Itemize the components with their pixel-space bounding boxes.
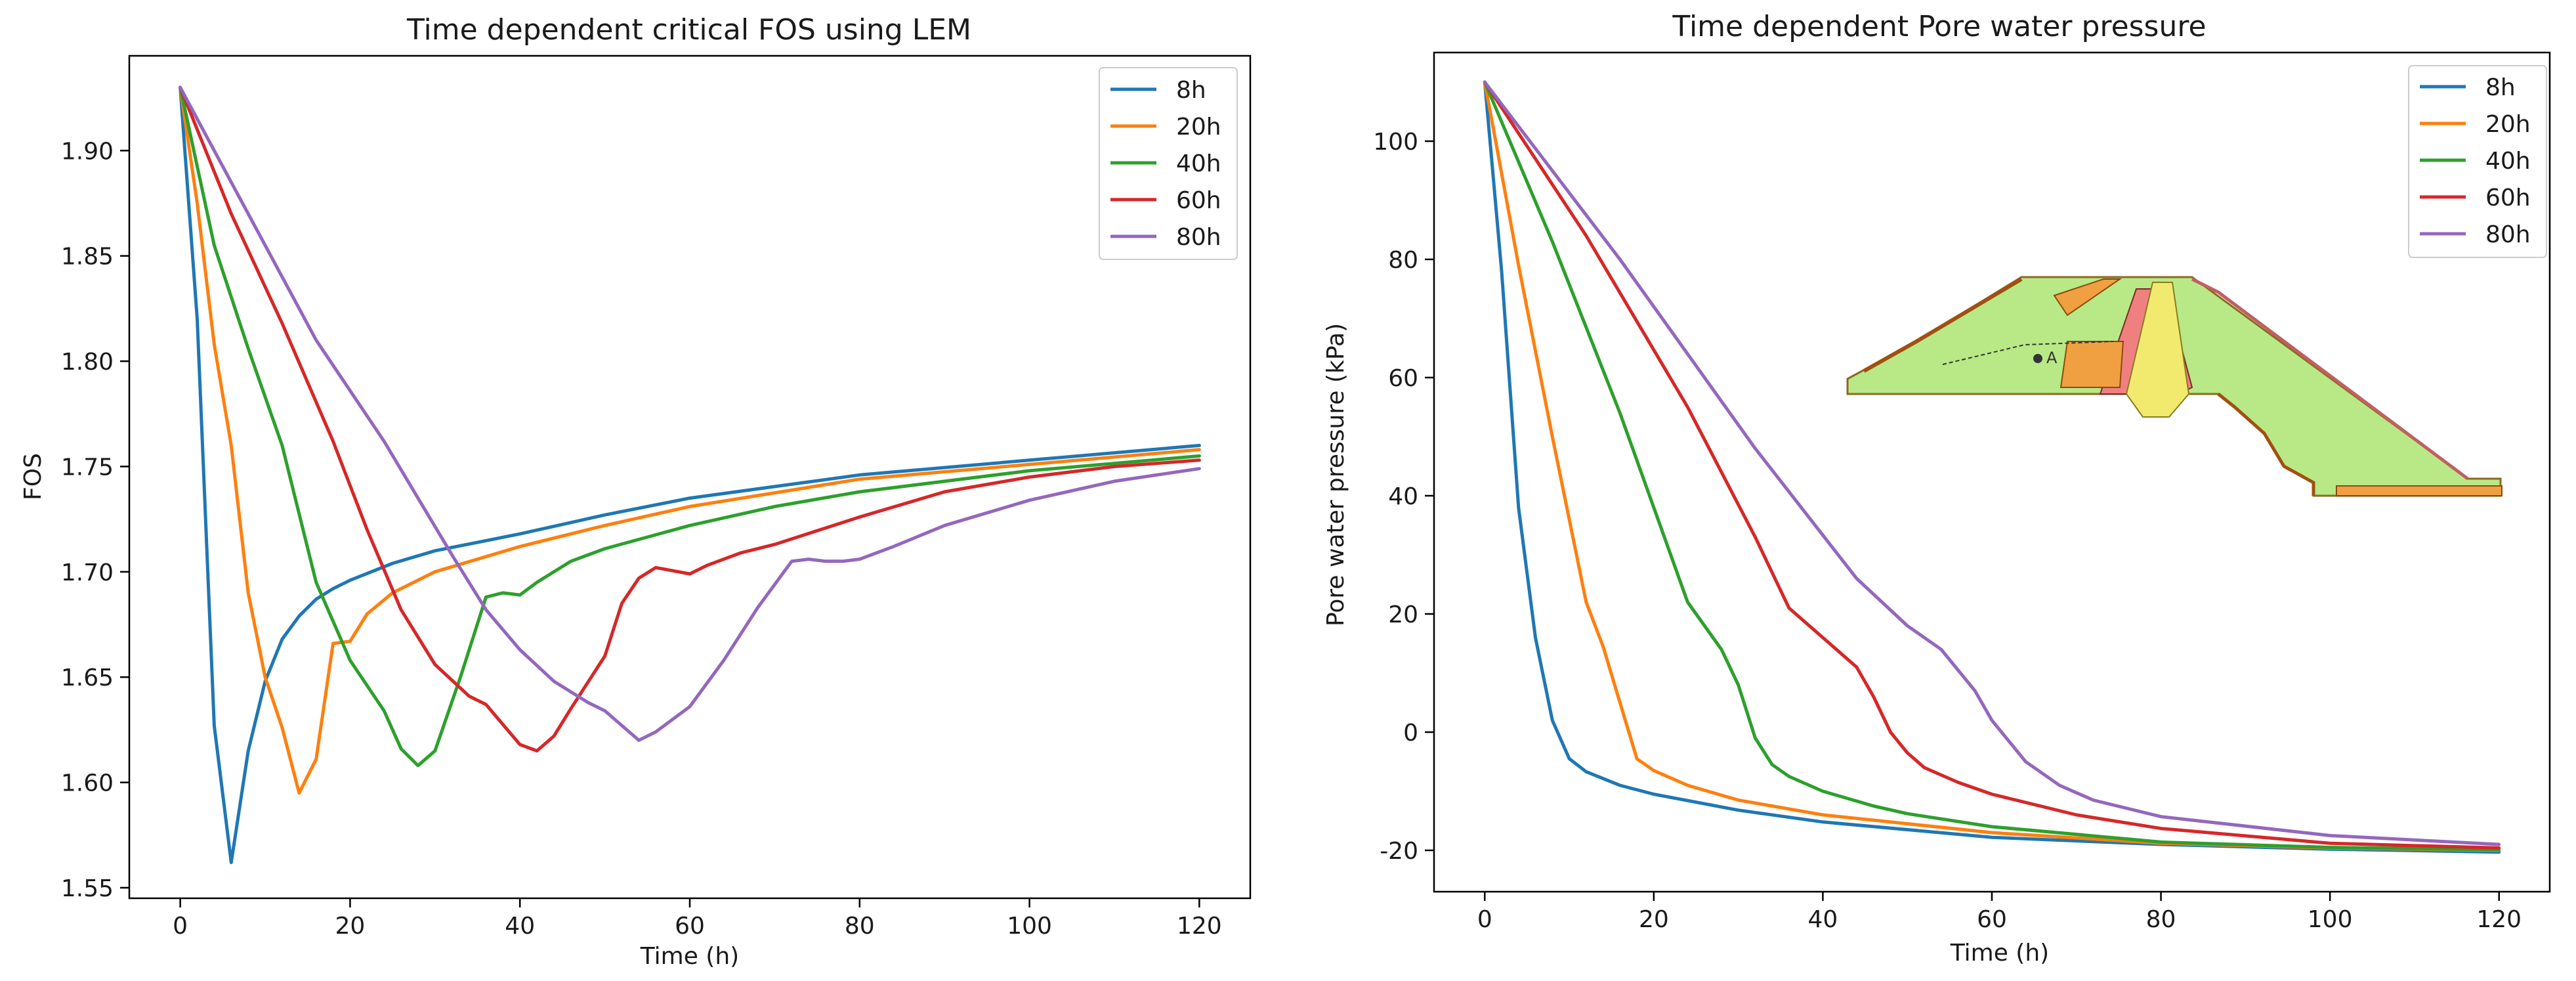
pwp-y-tick-label: 60	[1388, 365, 1418, 392]
fos-chart: Time dependent critical FOS using LEM 0 2…	[0, 0, 1286, 981]
pwp-y-tick-label: -20	[1380, 838, 1418, 865]
pwp-legend-label-40h: 40h	[2485, 148, 2531, 175]
pwp-x-tick-label: 40	[1808, 906, 1838, 933]
fos-x-tick-label: 80	[845, 913, 875, 940]
fos-legend-label-80h: 80h	[1176, 224, 1221, 251]
fos-legend-label-20h: 20h	[1176, 114, 1221, 141]
pwp-y-tick-label: 80	[1388, 247, 1418, 274]
dam-cross-section-inset: A	[1846, 276, 2502, 497]
pwp-y-tick-label: 20	[1388, 601, 1418, 628]
fos-legend-label-40h: 40h	[1176, 150, 1221, 177]
fos-x-tick-label: 0	[173, 913, 188, 940]
pwp-x-ticks: 0 20 40 60 80 100 120	[1477, 892, 2522, 933]
fos-series-lines	[179, 85, 1201, 864]
pwp-legend: 8h 20h 40h 60h 80h	[2408, 65, 2547, 258]
pwp-y-tick-label: 40	[1388, 483, 1418, 510]
fos-series-line-60h	[179, 85, 1201, 752]
pwp-legend-label-20h: 20h	[2485, 111, 2531, 138]
fos-y-tick-label: 1.75	[61, 454, 114, 481]
fos-x-tick-label: 20	[335, 913, 366, 940]
fos-y-ticks: 1.55 1.60 1.65 1.70 1.75 1.80 1.85 1.90	[61, 138, 129, 902]
pwp-y-tick-label: 100	[1373, 129, 1418, 156]
pwp-x-tick-label: 100	[2308, 906, 2353, 933]
pwp-series-line-40h	[1483, 80, 2501, 852]
fos-legend-box	[1099, 67, 1238, 260]
pwp-legend-label-80h: 80h	[2485, 221, 2531, 248]
fos-series-line-80h	[179, 85, 1201, 742]
pwp-legend-label-8h: 8h	[2485, 74, 2516, 101]
fos-y-tick-label: 1.85	[61, 244, 114, 271]
fos-x-tick-label: 100	[1007, 913, 1052, 940]
fos-legend: 8h 20h 40h 60h 80h	[1099, 67, 1238, 260]
fos-x-ticks: 0 20 40 60 80 100 120	[173, 898, 1222, 940]
fos-y-tick-label: 1.90	[61, 138, 114, 165]
pwp-x-tick-label: 120	[2476, 906, 2522, 933]
pwp-series-lines	[1483, 80, 2501, 854]
pwp-x-tick-label: 0	[1477, 906, 1492, 933]
fos-chart-title: Time dependent critical FOS using LEM	[406, 13, 971, 47]
fos-x-tick-label: 60	[675, 913, 705, 940]
point-a-marker	[2033, 354, 2042, 363]
fos-x-tick-label: 40	[505, 913, 535, 940]
fos-y-tick-label: 1.60	[61, 770, 114, 797]
pwp-x-tick-label: 60	[1977, 906, 2007, 933]
fos-y-tick-label: 1.70	[61, 559, 114, 586]
pwp-series-line-20h	[1483, 80, 2501, 852]
pwp-series-line-60h	[1483, 80, 2501, 850]
pwp-legend-label-60h: 60h	[2485, 185, 2531, 211]
fos-x-axis-label: Time (h)	[640, 943, 739, 970]
point-a-label: A	[2046, 349, 2058, 367]
fos-x-tick-label: 120	[1177, 913, 1222, 940]
fos-y-tick-label: 1.65	[61, 665, 114, 691]
pwp-series-line-80h	[1483, 80, 2501, 846]
fos-series-line-40h	[179, 85, 1201, 768]
fos-y-tick-label: 1.80	[61, 349, 114, 376]
pwp-series-line-8h	[1483, 80, 2501, 854]
pwp-x-tick-label: 20	[1639, 906, 1669, 933]
pwp-y-tick-label: 0	[1403, 720, 1418, 747]
pore-pressure-chart: Time dependent Pore water pressure A 0 20…	[1322, 10, 2551, 967]
pwp-y-ticks: -20 0 20 40 60 80 100	[1373, 129, 1434, 865]
pwp-legend-box	[2408, 65, 2547, 258]
pwp-x-tick-label: 80	[2146, 906, 2176, 933]
fos-y-tick-label: 1.55	[61, 875, 114, 902]
fos-series-line-8h	[179, 85, 1201, 864]
fos-legend-label-8h: 8h	[1176, 77, 1206, 104]
fos-y-axis-label: FOS	[20, 453, 47, 500]
pwp-y-axis-label: Pore water pressure (kPa)	[1322, 323, 1349, 626]
pwp-chart-title: Time dependent Pore water pressure	[1672, 10, 2206, 43]
fos-legend-label-60h: 60h	[1176, 187, 1221, 214]
pwp-x-axis-label: Time (h)	[1950, 940, 2049, 967]
